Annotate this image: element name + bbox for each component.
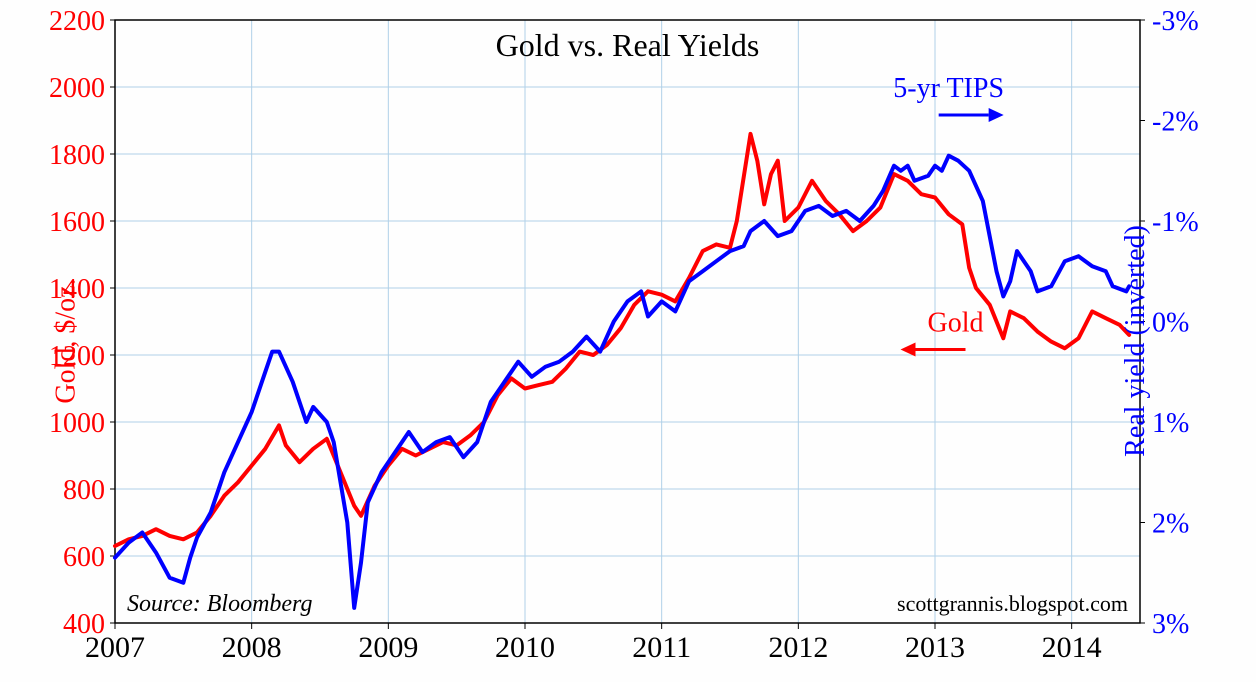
legend-tips: 5-yr TIPS [893,73,1004,104]
y-right-tick: 2% [1152,509,1189,540]
x-tick: 2009 [358,631,418,664]
credit-text: scottgrannis.blogspot.com [897,591,1128,616]
y-left-tick: 1600 [49,207,105,238]
chart-container: Gold vs. Real Yields40060080010001200140… [0,0,1256,682]
y-right-tick: -2% [1152,107,1199,138]
y-axis-right-label: Real yield (inverted) [1120,225,1152,457]
y-left-tick: 600 [63,542,105,573]
y-right-tick: 3% [1152,609,1189,640]
x-tick: 2007 [85,631,145,664]
y-left-tick: 1800 [49,140,105,171]
x-tick: 2014 [1042,631,1102,664]
y-left-tick: 800 [63,475,105,506]
legend-gold: Gold [928,308,984,339]
y-right-tick: 1% [1152,408,1189,439]
y-left-tick: 1000 [49,408,105,439]
y-right-tick: -3% [1152,6,1199,37]
x-tick: 2011 [632,631,691,664]
y-left-tick: 2200 [49,6,105,37]
y-left-tick: 2000 [49,73,105,104]
chart-title: Gold vs. Real Yields [496,27,760,63]
x-tick: 2012 [768,631,828,664]
x-tick: 2013 [905,631,965,664]
chart-svg: Gold vs. Real Yields40060080010001200140… [0,0,1256,682]
y-right-tick: 0% [1152,308,1189,339]
y-right-tick: -1% [1152,207,1199,238]
y-axis-left-label: Gold, $/oz. [51,278,83,403]
x-tick: 2010 [495,631,555,664]
source-text: Source: Bloomberg [127,591,313,617]
x-tick: 2008 [222,631,282,664]
